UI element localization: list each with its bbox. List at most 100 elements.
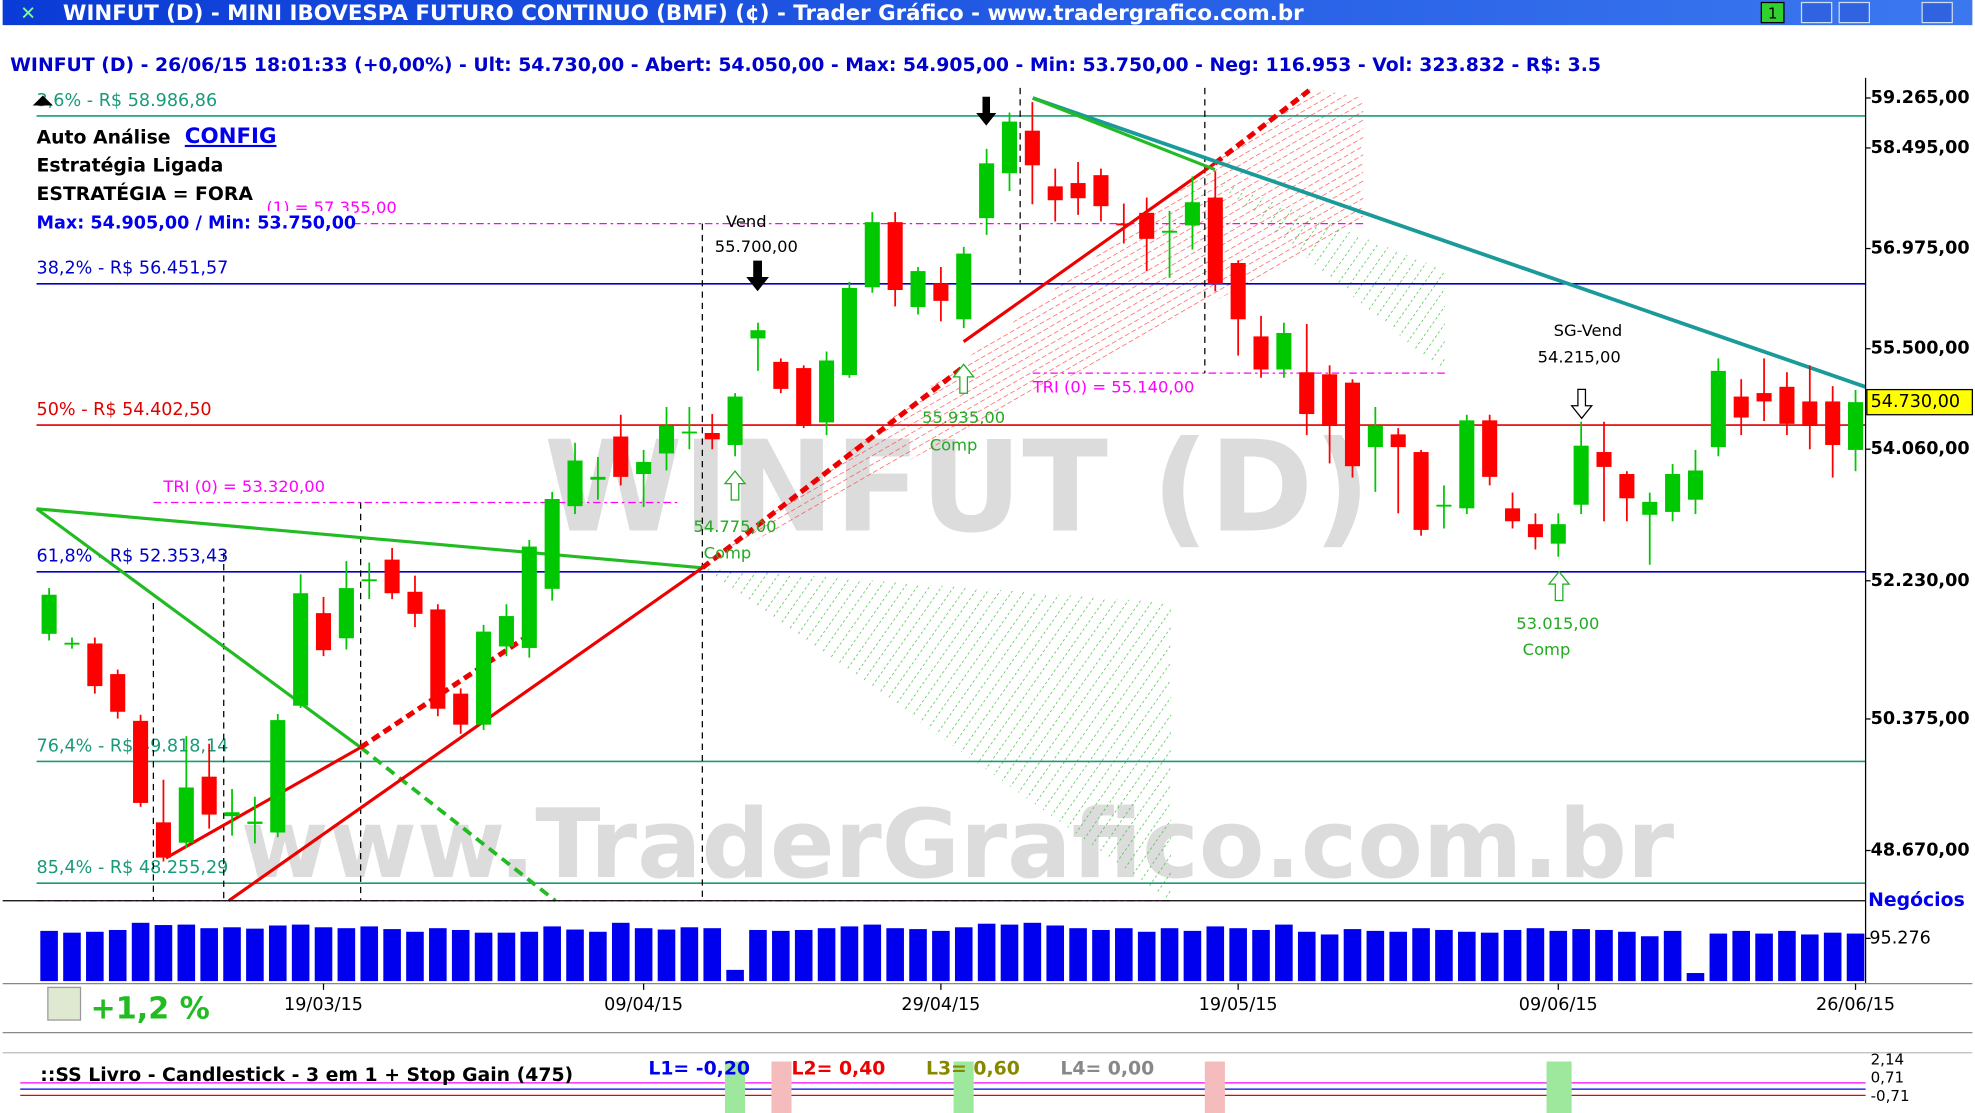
fib-layer: 3,6% - R$ 58.986,86 38,2% - R$ 56.451,57 5…: [37, 91, 1866, 885]
fib-label: 76,4% - R$ 49.818,14: [37, 736, 229, 756]
volume-bar: [1229, 928, 1247, 982]
window-title: WINFUT (D) - MINI IBOVESPA FUTURO CONTIN…: [63, 1, 1304, 26]
volume-bar: [1709, 933, 1728, 982]
candle-body: [1184, 202, 1200, 226]
volume-bar: [749, 929, 767, 982]
candle-body: [1665, 474, 1681, 512]
scroll-arrow[interactable]: [32, 95, 53, 106]
signal-price: 55.935,00: [922, 408, 1005, 427]
candle-body: [1024, 130, 1040, 166]
candle-body: [1322, 374, 1338, 426]
y-tick-label: 48.670,00: [1871, 841, 1970, 861]
volume-bar: [1663, 930, 1682, 982]
config-link[interactable]: CONFIG: [185, 124, 277, 149]
trend-line: [962, 162, 1216, 343]
x-tick-label: 09/04/15: [604, 995, 683, 1015]
volume-bar: [1252, 929, 1270, 982]
candle-body: [1344, 382, 1361, 467]
signal-price: 55.700,00: [715, 237, 798, 256]
volume-bar: [1000, 924, 1019, 982]
minimize-button[interactable]: [1800, 1, 1833, 24]
y-tick-label: 50.375,00: [1871, 709, 1970, 729]
volume-bar: [1823, 932, 1842, 982]
candle-body: [155, 822, 171, 858]
signal-price: 53.015,00: [1516, 614, 1599, 633]
candle-body: [1070, 183, 1086, 199]
candle-body: [887, 222, 903, 291]
candle-body: [1367, 425, 1383, 448]
y-tick-label: 58.495,00: [1871, 138, 1970, 158]
candle-body: [590, 476, 606, 480]
candle-body: [1642, 501, 1658, 515]
candle-body: [1413, 452, 1429, 530]
trend-line: [1032, 96, 1867, 389]
candle-body: [727, 396, 743, 445]
bulb-icon[interactable]: [47, 986, 82, 1021]
candle-body: [1619, 474, 1635, 499]
volume-bar: [1526, 928, 1545, 982]
candle-body: [1825, 401, 1841, 445]
candle-body: [636, 461, 652, 475]
indicator-tick: 0,71: [1871, 1068, 1905, 1086]
candle-body: [315, 613, 332, 651]
volume-bar: [1686, 973, 1705, 982]
volume-bar: [1366, 930, 1385, 982]
y-tick-label: 59.265,00: [1871, 88, 1970, 108]
y-tick-label: 52.230,00: [1871, 571, 1970, 591]
volume-bar: [1549, 930, 1568, 982]
tri-label: TRI (0) = 53.320,00: [162, 477, 325, 496]
candle-body: [384, 559, 400, 594]
y-tick-label: 54.060,00: [1871, 439, 1970, 459]
volume-bar: [543, 926, 561, 982]
candle-body: [1116, 223, 1132, 226]
candle-body: [544, 499, 560, 589]
candle-body: [1299, 372, 1315, 415]
volume-bar: [451, 929, 470, 982]
candle-body: [133, 720, 149, 803]
volume-bar: [977, 923, 996, 982]
x-tick-label: 19/05/15: [1199, 995, 1278, 1015]
badge-text: 1: [1768, 4, 1778, 22]
volume-bar: [154, 925, 173, 982]
volume-bar: [268, 925, 287, 982]
candle-body: [796, 368, 812, 426]
candle-body: [1253, 336, 1269, 370]
candle-body: [1779, 386, 1795, 424]
volume-bar: [1618, 931, 1636, 982]
candle-body: [1276, 332, 1292, 370]
volume-bar: [1137, 931, 1156, 982]
volume-bar: [817, 928, 836, 982]
candle-body: [247, 821, 263, 824]
volume-bar: [589, 931, 607, 982]
candle-body: [178, 787, 194, 843]
volume-bar: [177, 924, 196, 982]
candle-body: [110, 674, 126, 712]
candle-body: [773, 361, 789, 389]
strategy: ESTRATÉGIA = FORA: [37, 182, 254, 205]
candle-body: [1527, 524, 1543, 538]
maximize-button[interactable]: [1838, 1, 1870, 24]
signal-label: SG-Vend: [1554, 321, 1623, 340]
tri-label: TRI (0) = 55.140,00: [1032, 378, 1195, 397]
candle-body: [1459, 420, 1475, 509]
candle-body: [1093, 175, 1109, 207]
candle-body: [1710, 370, 1726, 448]
volume-bar: [40, 930, 58, 982]
volume-bar: [1183, 930, 1202, 982]
quote-line: WINFUT (D) - 26/06/15 18:01:33 (+0,00%) …: [10, 55, 1601, 76]
volume-bar: [223, 927, 241, 982]
candle-body: [453, 693, 469, 725]
volume-bar: [1297, 931, 1316, 982]
close-button[interactable]: [1921, 1, 1953, 24]
volume-bar: [680, 927, 699, 982]
signal-label: Comp: [930, 435, 978, 454]
badge[interactable]: [1760, 1, 1785, 24]
volume-bar: [63, 932, 81, 982]
candle-body: [338, 588, 354, 639]
candle-body: [407, 591, 423, 614]
status: Estratégia Ligada: [37, 155, 224, 176]
volume-bar: [86, 931, 104, 982]
trend-line: [1213, 88, 1311, 166]
volume-bar: [1343, 929, 1362, 982]
candle-body: [361, 579, 377, 582]
